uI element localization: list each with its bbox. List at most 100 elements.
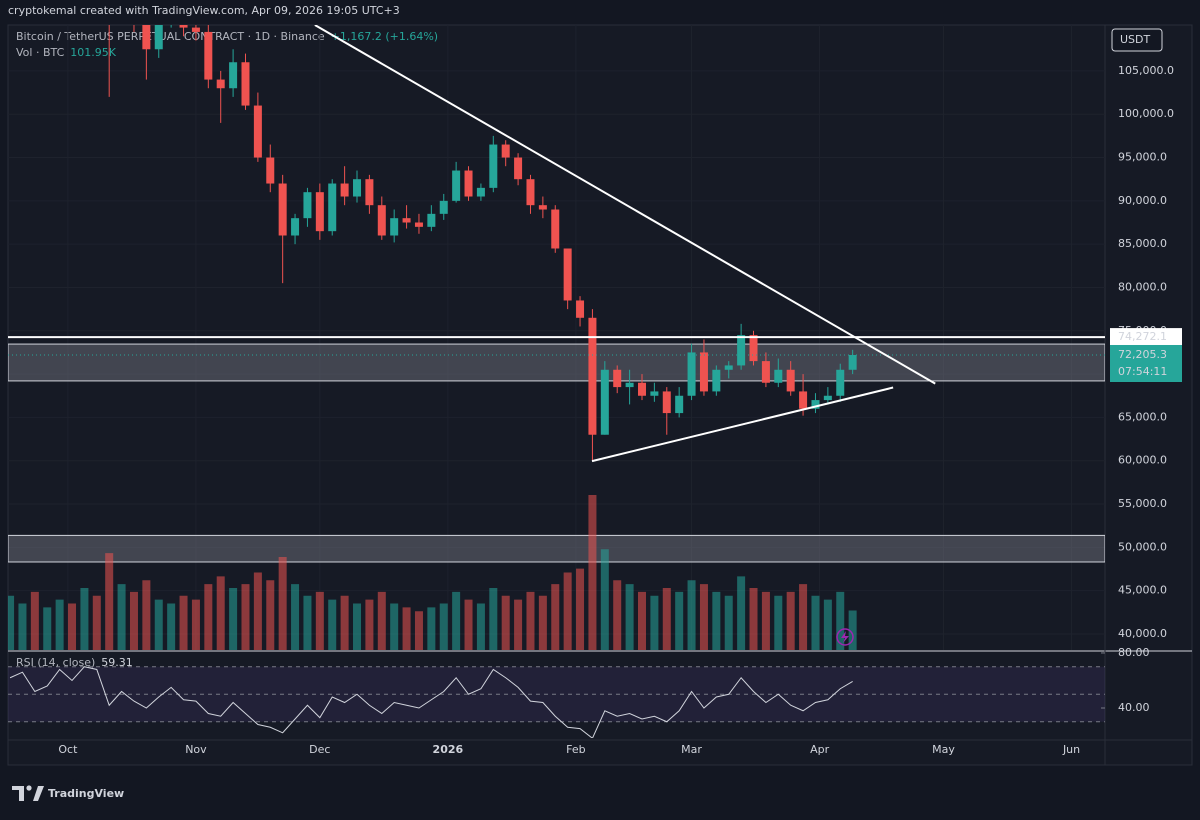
volume-bar (253, 572, 262, 650)
y-tick-label: 55,000.0 (1118, 497, 1167, 510)
volume-bar (92, 595, 101, 650)
candle-body (600, 369, 609, 435)
price-tag (1110, 344, 1182, 382)
volume-bar (637, 591, 646, 650)
candle-body (699, 352, 708, 392)
x-tick-label: Apr (810, 743, 830, 756)
candle-body (675, 395, 684, 414)
rsi-tick-label: 40.00 (1118, 701, 1150, 714)
x-tick-label: Jun (1062, 743, 1080, 756)
candle-body (749, 335, 758, 362)
volume-bar (501, 595, 510, 650)
x-tick-label: May (932, 743, 955, 756)
candle-body (489, 144, 498, 188)
brand-logo (12, 785, 44, 801)
candle-body (365, 179, 374, 206)
axes: 40,000.0 45,000.0 50,000.0 55,000.0 60,000.0… (58, 64, 1182, 756)
volume-bar (179, 595, 188, 650)
candle-body (253, 105, 262, 158)
candle-body (377, 205, 386, 236)
volume-bar (315, 591, 324, 650)
volume-bar (129, 591, 138, 650)
volume-bar (266, 580, 275, 650)
volume-title: Vol · BTC (16, 46, 65, 59)
volume-bar (687, 580, 696, 650)
symbol: Bitcoin / TetherUS PERPETUAL CONTRACT · … (16, 30, 325, 43)
volume-bar (303, 595, 312, 650)
candle-body (650, 391, 659, 396)
candle-body (662, 391, 671, 414)
level-label: 74,272.1 (1118, 330, 1167, 343)
volume-bar (365, 599, 374, 650)
candle-body (278, 183, 287, 236)
candle-body (563, 248, 572, 301)
candle-body (439, 200, 448, 214)
watermark: cryptokemal created with TradingView.com… (8, 4, 400, 17)
volume-bar (600, 549, 609, 650)
volume-bar (514, 599, 523, 650)
volume-bar (427, 607, 436, 650)
volume-bar (414, 611, 423, 650)
volume-bar (662, 588, 671, 650)
y-tick-label: 100,000.0 (1118, 107, 1174, 120)
candle-body (452, 170, 461, 201)
candle-body (216, 79, 225, 89)
x-tick-label: 2026 (433, 743, 464, 756)
chart-frame (7, 24, 1193, 766)
volume-bar (823, 599, 832, 650)
candle-body (848, 354, 857, 370)
volume-bar (476, 603, 485, 650)
volume-bar (650, 595, 659, 650)
trendline (314, 25, 936, 385)
candle-body (737, 335, 746, 366)
volume-bar (737, 576, 746, 650)
x-tick-label: Feb (566, 743, 585, 756)
logo-mark (12, 786, 24, 801)
y-tick-label: 60,000.0 (1118, 454, 1167, 467)
volume-bar (439, 603, 448, 650)
rsi-value: 59.31 (101, 656, 133, 669)
y-tick-label: 105,000.0 (1118, 64, 1174, 77)
candle-body (687, 352, 696, 396)
price-label: 72,205.3 (1118, 348, 1167, 361)
candle-body (786, 369, 795, 392)
volume-bar (761, 591, 770, 650)
volume-bar (229, 588, 238, 650)
alert-icon[interactable] (836, 628, 854, 646)
volume-bar (117, 584, 126, 650)
volume-line: Vol · BTC 101.95K (16, 46, 117, 59)
volume-bar (613, 580, 622, 650)
candle-body (340, 183, 349, 197)
candle-body (712, 369, 721, 392)
volume-bar (588, 495, 597, 650)
candle-body (774, 369, 783, 383)
currency-button[interactable] (1111, 28, 1163, 52)
currency[interactable]: USDT (1120, 33, 1151, 46)
x-tick-label: Dec (309, 743, 330, 756)
candle-body (204, 31, 213, 80)
volume-bar (452, 591, 461, 650)
volume-bar (43, 607, 52, 650)
volume-bar (105, 553, 114, 650)
candle-body (241, 62, 250, 106)
candle-body (154, 25, 163, 50)
y-tick-label: 95,000.0 (1118, 151, 1167, 164)
candle-body (464, 170, 473, 197)
y-tick-label: 65,000.0 (1118, 410, 1167, 423)
level-tag (1110, 328, 1182, 347)
candle-body (538, 205, 547, 210)
volume-bar (216, 576, 225, 650)
volume-bar (55, 599, 64, 650)
change: +1,167.2 (+1.64%) (331, 30, 438, 43)
rsi-tick-label: 80.00 (1118, 646, 1150, 659)
x-tick-label: Oct (58, 743, 78, 756)
candle-body (427, 213, 436, 227)
candle-body (576, 300, 585, 318)
volume-label: 101.95K (70, 46, 116, 59)
candle-body (514, 157, 523, 180)
volume-bar (675, 591, 684, 650)
volume-bar (167, 603, 176, 650)
volume-bar (538, 595, 547, 650)
volume-bar (836, 591, 845, 650)
candle-body (142, 25, 151, 50)
